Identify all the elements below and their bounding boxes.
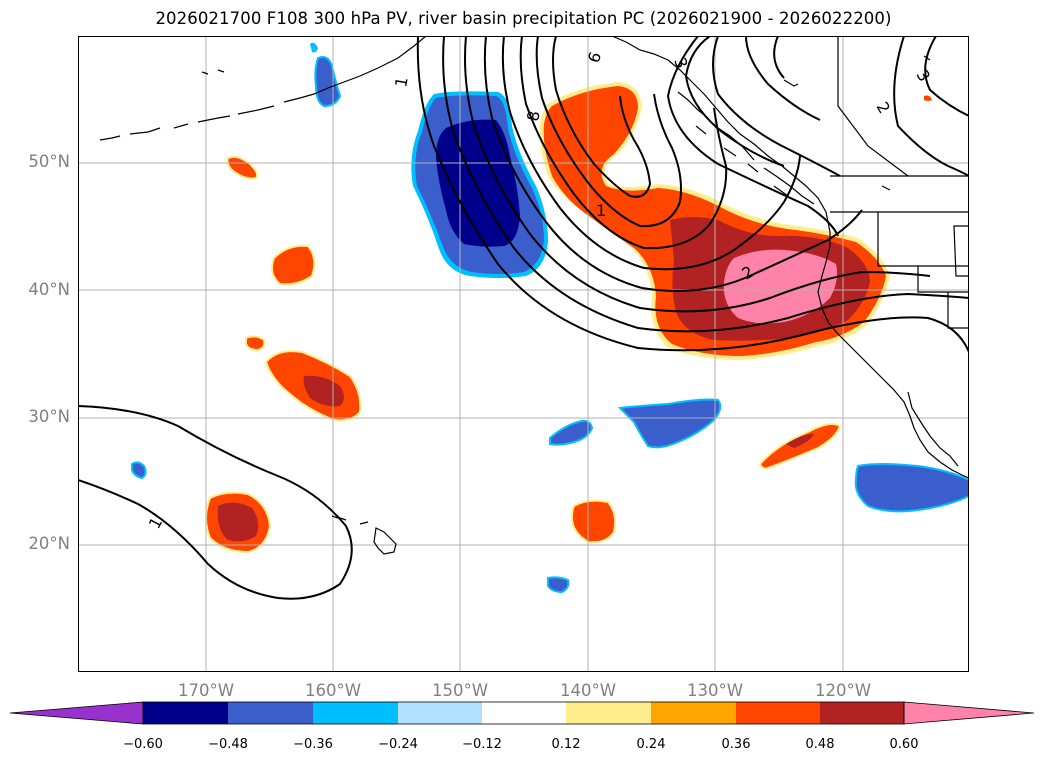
colorbar-tick: −0.60: [123, 737, 163, 752]
colorbar-tick: −0.24: [378, 737, 418, 752]
positive-anomaly-sw-california: [758, 423, 842, 470]
colorbar-tick: 0.12: [551, 737, 581, 752]
colorbar-tick: 0.24: [636, 737, 666, 752]
colorbar-tick: −0.36: [293, 737, 333, 752]
map-canvas: 1 1 1 2 2 3 3 6 8: [78, 36, 969, 672]
colorbar-bin: [736, 702, 820, 724]
contour-label: 8: [523, 109, 543, 122]
lon-label-170w: 170°W: [177, 681, 235, 700]
contour-label: 6: [584, 49, 605, 65]
negative-anomaly-baja: [854, 463, 969, 513]
colorbar-bin: [566, 702, 651, 724]
colorbar-bin: [820, 702, 904, 724]
lon-label-140w: 140°W: [559, 681, 617, 700]
contour-label: 3: [913, 67, 935, 85]
negative-anomaly-bering: [314, 56, 342, 108]
contour-label: 1: [145, 514, 167, 532]
graticule: [78, 36, 969, 672]
lon-label-120w: 120°W: [814, 681, 872, 700]
contour-label: 1: [391, 75, 411, 88]
lat-label-20n: 20°N: [28, 534, 70, 553]
colorbar-bin: [228, 702, 313, 724]
contour-label: 1: [596, 201, 606, 220]
positive-anomaly-subtropical: [570, 499, 617, 544]
map-panel: 1 1 1 2 2 3 3 6 8: [78, 36, 969, 672]
colorbar-tick: −0.12: [462, 737, 502, 752]
colorbar-tick: 0.48: [805, 737, 835, 752]
colorbar-bin: [143, 702, 228, 724]
colorbar-bin: [398, 702, 482, 724]
colorbar-bin: [482, 702, 566, 724]
colorbar-tick: 0.60: [889, 737, 919, 752]
colorbar-bin: [651, 702, 736, 724]
colorbar-bin: [313, 702, 398, 724]
pv-contours: [78, 36, 969, 600]
negative-anomaly-subtropical-east: [617, 398, 722, 449]
contour-label: 2: [873, 99, 895, 117]
lat-label-40n: 40°N: [28, 280, 70, 299]
colorbar-tick: 0.36: [721, 737, 751, 752]
colorbar-tick: −0.48: [208, 737, 248, 752]
positive-anomaly-midpacific-a: [271, 244, 316, 286]
map-title: 2026021700 F108 300 hPa PV, river basin …: [155, 9, 892, 28]
colorbar-over-triangle: [903, 701, 1035, 725]
lon-label-160w: 160°W: [304, 681, 362, 700]
lat-label-30n: 30°N: [28, 407, 70, 426]
negative-anomaly-gulf-alaska: [411, 91, 548, 278]
lon-label-150w: 150°W: [431, 681, 489, 700]
lon-label-130w: 130°W: [686, 681, 744, 700]
lat-label-50n: 50°N: [28, 152, 70, 171]
map-border: [78, 36, 969, 672]
colorbar: [9, 701, 1036, 729]
colorbar-under-triangle: [9, 701, 144, 725]
